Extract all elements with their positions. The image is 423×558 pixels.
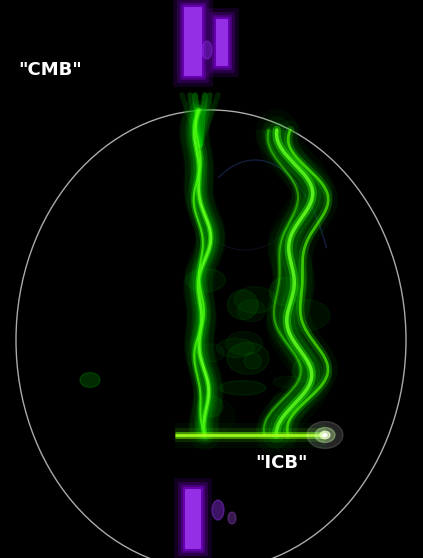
Ellipse shape — [307, 421, 343, 449]
Ellipse shape — [228, 512, 236, 524]
FancyBboxPatch shape — [209, 12, 235, 73]
Text: "CMB": "CMB" — [18, 61, 82, 79]
Ellipse shape — [80, 373, 100, 387]
FancyBboxPatch shape — [216, 19, 228, 66]
FancyBboxPatch shape — [184, 7, 202, 76]
Ellipse shape — [237, 300, 266, 322]
Ellipse shape — [212, 500, 224, 520]
Ellipse shape — [282, 300, 330, 331]
Polygon shape — [264, 130, 325, 435]
FancyBboxPatch shape — [173, 0, 213, 87]
Ellipse shape — [273, 376, 302, 388]
Ellipse shape — [244, 353, 261, 369]
FancyBboxPatch shape — [178, 482, 208, 556]
FancyBboxPatch shape — [185, 489, 201, 549]
Ellipse shape — [270, 393, 297, 418]
Text: "ICB": "ICB" — [255, 454, 308, 472]
Polygon shape — [180, 110, 225, 435]
Ellipse shape — [293, 358, 316, 382]
Ellipse shape — [269, 277, 300, 305]
Ellipse shape — [323, 434, 327, 436]
Ellipse shape — [219, 381, 266, 395]
FancyBboxPatch shape — [182, 5, 204, 78]
Ellipse shape — [315, 427, 335, 442]
FancyBboxPatch shape — [214, 17, 230, 68]
Ellipse shape — [217, 338, 255, 358]
Ellipse shape — [235, 287, 276, 314]
FancyBboxPatch shape — [212, 15, 232, 70]
Ellipse shape — [320, 431, 330, 439]
FancyBboxPatch shape — [174, 478, 212, 558]
Ellipse shape — [265, 415, 282, 432]
Polygon shape — [187, 110, 219, 435]
Ellipse shape — [202, 41, 212, 59]
Ellipse shape — [227, 342, 269, 374]
Ellipse shape — [225, 332, 263, 355]
FancyBboxPatch shape — [177, 0, 209, 83]
FancyBboxPatch shape — [181, 485, 205, 553]
FancyBboxPatch shape — [180, 3, 206, 80]
FancyBboxPatch shape — [183, 487, 203, 551]
Ellipse shape — [228, 290, 258, 320]
Ellipse shape — [197, 396, 223, 417]
Ellipse shape — [186, 268, 225, 292]
Ellipse shape — [197, 344, 224, 362]
Polygon shape — [256, 130, 332, 435]
FancyBboxPatch shape — [205, 8, 239, 77]
